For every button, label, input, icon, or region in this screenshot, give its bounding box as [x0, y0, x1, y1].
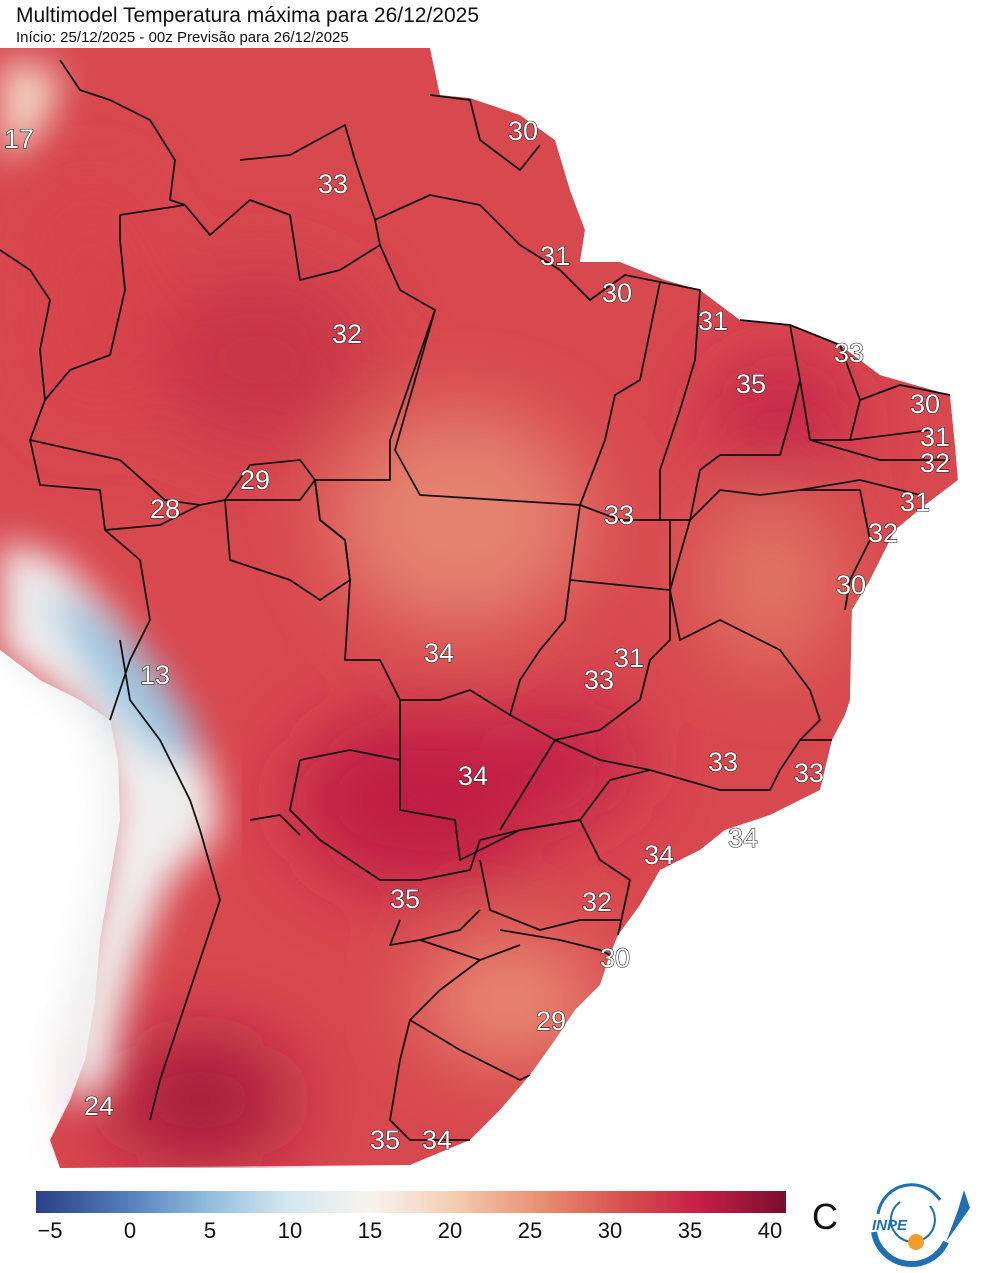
map-label: 29: [536, 1006, 566, 1036]
inpe-logo-text: INPE: [872, 1217, 908, 1234]
map-subtitle: Início: 25/12/2025 - 00z Previsão para 2…: [16, 29, 349, 46]
temperature-map: 17 30 33 31 30 32 31 33 35 30 31 32 31 2…: [0, 48, 984, 1168]
colorbar-unit: C: [812, 1196, 838, 1237]
map-label: 34: [644, 840, 674, 870]
colorbar-tick: 5: [203, 1218, 217, 1243]
map-title: Multimodel Temperatura máxima para 26/12…: [16, 4, 480, 27]
map-label: 35: [370, 1125, 400, 1155]
map-label: 34: [458, 761, 488, 791]
colorbar-tick: 15: [357, 1218, 383, 1243]
map-label: 31: [920, 422, 950, 452]
map-label: 30: [508, 116, 538, 146]
map-label: 33: [584, 665, 614, 695]
colorbar-tick: 35: [677, 1218, 703, 1243]
colorbar-tick: 0: [123, 1218, 137, 1243]
map-label: 30: [836, 570, 866, 600]
map-label: 31: [614, 643, 644, 673]
inpe-logo: INPE: [860, 1180, 972, 1268]
map-label: 34: [728, 823, 758, 853]
map-label: 33: [604, 500, 634, 530]
map-label: 32: [920, 448, 950, 478]
map-label: 29: [240, 465, 270, 495]
map-label: 32: [332, 319, 362, 349]
map-label: 34: [422, 1125, 452, 1155]
colorbar-tick: 10: [277, 1218, 303, 1243]
colorbar-tick: 20: [437, 1218, 463, 1243]
map-label: 32: [868, 518, 898, 548]
colorbar-tick: 25: [517, 1218, 543, 1243]
map-label: 31: [900, 487, 930, 517]
map-label: 35: [736, 369, 766, 399]
colorbar-tick: 40: [757, 1218, 783, 1243]
map-label: 30: [600, 943, 630, 973]
map-label: 35: [390, 884, 420, 914]
map-label: 32: [582, 887, 612, 917]
colorbar-tick: −5: [37, 1218, 63, 1243]
map-label: 31: [540, 241, 570, 271]
map-label: 13: [140, 660, 170, 690]
map-label: 33: [794, 758, 824, 788]
colorbar-tick: 30: [597, 1218, 623, 1243]
map-label: 33: [834, 338, 864, 368]
map-label: 30: [602, 278, 632, 308]
map-label: 34: [424, 638, 454, 668]
map-label: 30: [910, 389, 940, 419]
map-label: 28: [150, 494, 180, 524]
map-label: 33: [708, 747, 738, 777]
colorbar: [36, 1191, 786, 1213]
map-label: 31: [698, 306, 728, 336]
map-label: 17: [4, 124, 34, 154]
map-label: 33: [318, 169, 348, 199]
map-label: 24: [84, 1091, 114, 1121]
